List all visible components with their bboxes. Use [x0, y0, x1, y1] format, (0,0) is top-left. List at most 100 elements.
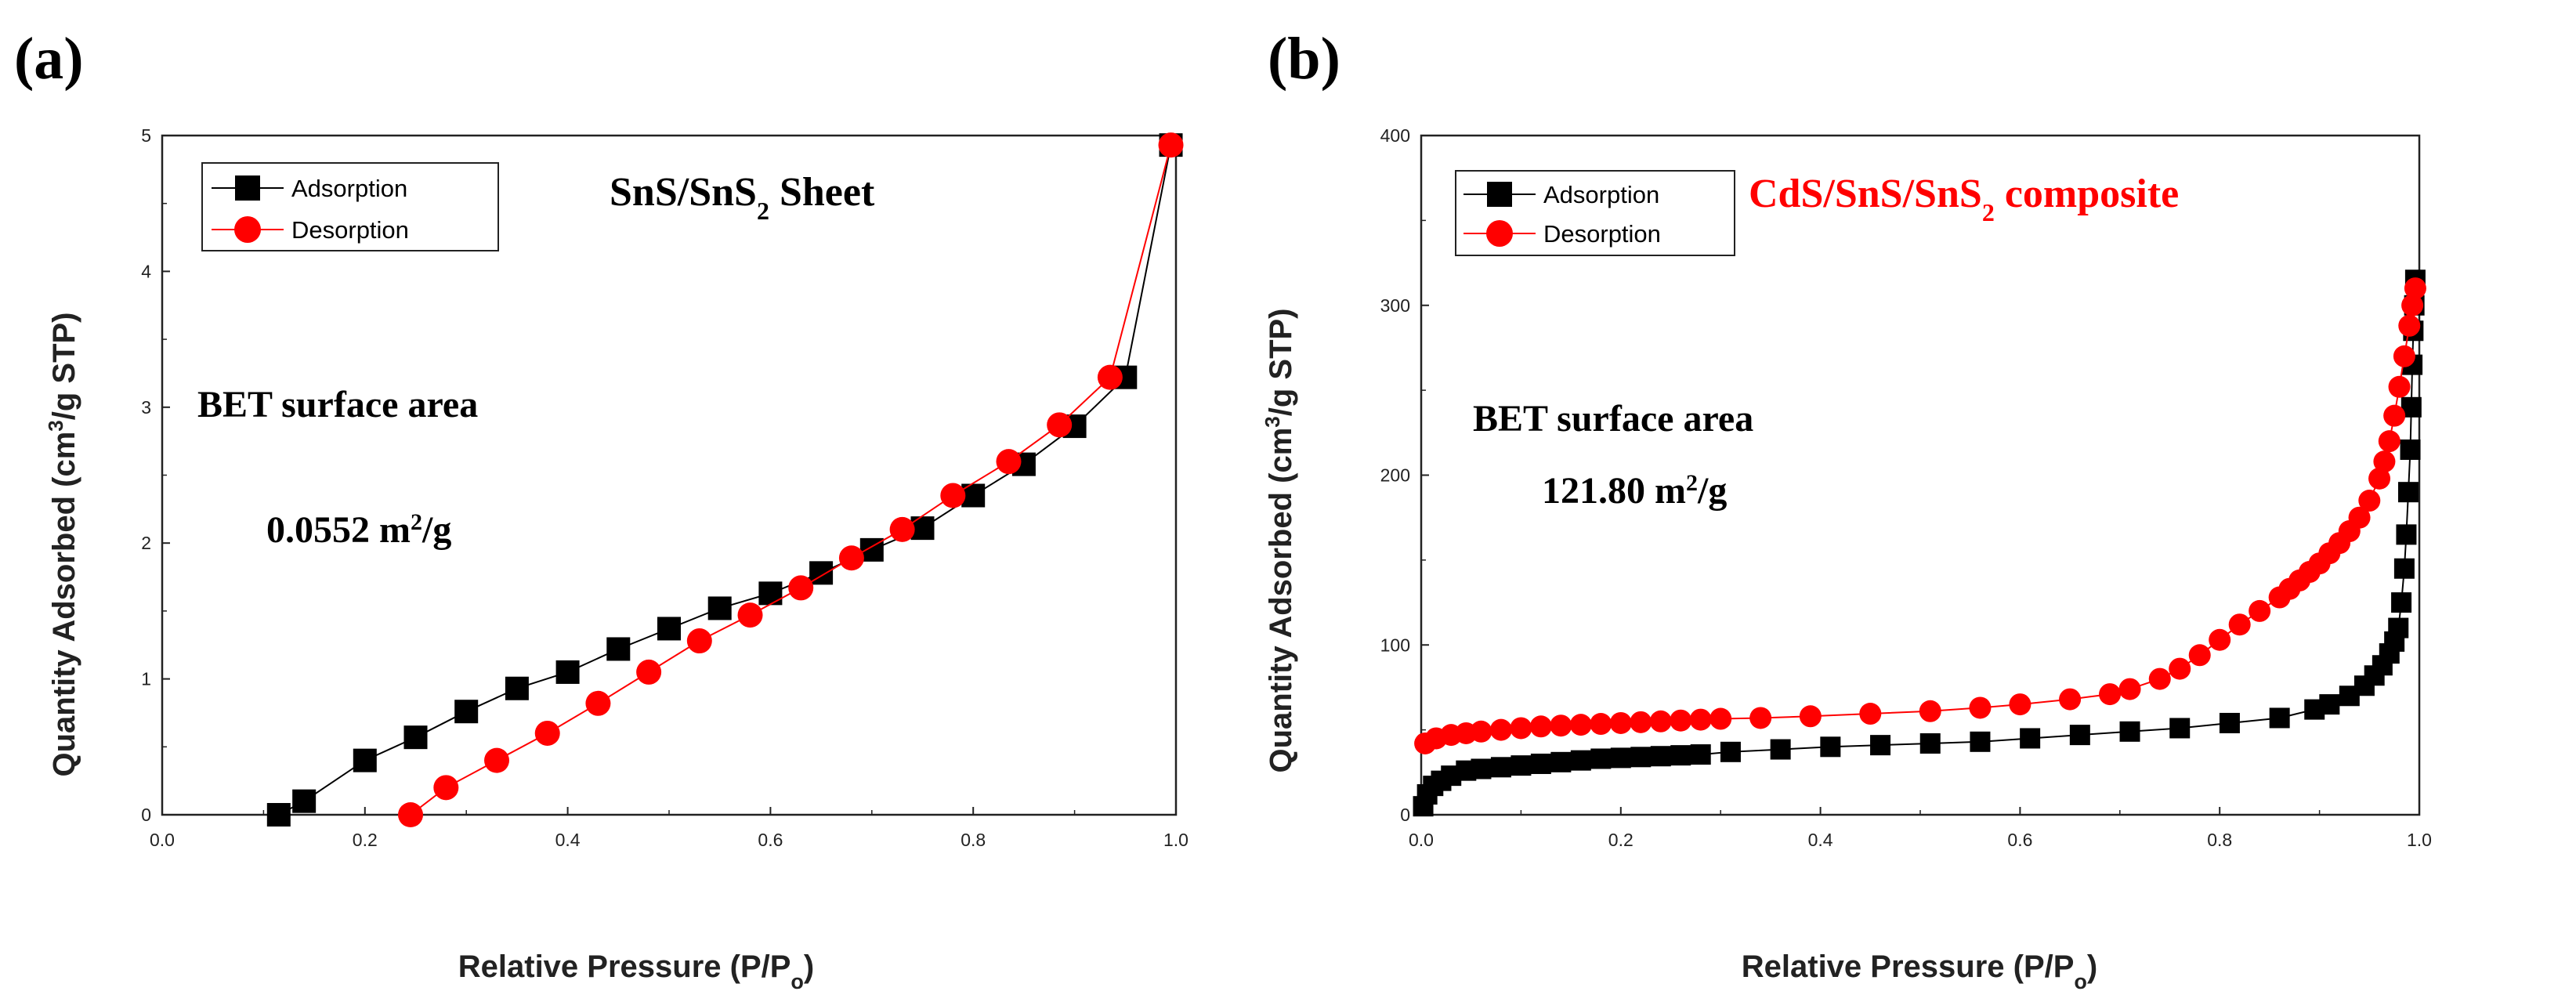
data-point-desorption: [2368, 467, 2391, 490]
data-point-adsorption: [1511, 755, 1532, 776]
data-point-desorption: [889, 516, 915, 542]
legend-label-desorption-a: Desorption: [291, 216, 409, 244]
data-point-desorption: [2388, 375, 2411, 398]
data-point-desorption: [1047, 412, 1073, 438]
data-point-adsorption: [2393, 558, 2415, 579]
data-point-desorption: [996, 449, 1022, 475]
data-point-adsorption: [2388, 617, 2409, 638]
data-point-adsorption: [2269, 707, 2290, 729]
data-point-adsorption: [2069, 725, 2090, 746]
data-point-desorption: [1919, 700, 1941, 722]
data-point-desorption: [1859, 703, 1882, 725]
data-point-desorption: [1969, 696, 1992, 719]
x-tick-label: 0.8: [2207, 830, 2232, 850]
legend-marker-adsorption-a: [235, 175, 260, 201]
x-ticks-a: 0.0 0.2 0.4 0.6 0.8 1.0: [150, 807, 1189, 850]
legend-marker-adsorption-b: [1487, 182, 1512, 207]
series-group-a: [266, 132, 1184, 827]
y-tick-label: 2: [141, 533, 151, 553]
y-tick-label: 300: [1380, 295, 1410, 316]
y-tick-label: 0: [141, 805, 151, 825]
legend-label-desorption-b: Desorption: [1543, 220, 1661, 248]
panel-title-a: SnS/SnS2 Sheet: [610, 170, 875, 225]
y-tick-label: 1: [141, 669, 151, 689]
data-point-desorption: [2148, 667, 2171, 690]
data-point-desorption: [2358, 490, 2381, 512]
legend-a: Adsorption Desorption: [201, 162, 499, 251]
data-point-desorption: [1670, 709, 1692, 732]
legend-label-adsorption-a: Adsorption: [291, 175, 407, 202]
data-point-desorption: [1097, 364, 1123, 390]
data-point-desorption: [1799, 705, 1822, 728]
data-point-adsorption: [707, 596, 732, 620]
legend-label-adsorption-b: Adsorption: [1543, 181, 1659, 208]
data-point-adsorption: [2319, 694, 2340, 715]
data-point-desorption: [1569, 714, 1592, 736]
y-tick-label: 200: [1380, 465, 1410, 486]
data-point-desorption: [2378, 430, 2401, 453]
data-point-adsorption: [555, 660, 580, 684]
data-point-desorption: [2383, 404, 2406, 427]
data-point-adsorption: [1820, 736, 1841, 758]
data-point-desorption: [2348, 506, 2371, 529]
data-point-adsorption: [2219, 712, 2240, 733]
data-point-adsorption: [1970, 731, 1991, 752]
x-axis-title-a: Relative Pressure (P/Po): [458, 950, 815, 993]
panel-b: (b) 0 100 200 300 400 0.0 0.2 0.4 0.6 0.8 1.0 Qua…: [1261, 26, 2432, 993]
data-point-desorption: [686, 628, 712, 654]
data-point-desorption: [1470, 720, 1492, 743]
data-point-desorption: [636, 659, 662, 685]
y-tick-label: 0: [1400, 805, 1410, 825]
data-point-desorption: [1489, 718, 1512, 741]
data-point-desorption: [2228, 613, 2251, 636]
data-point-desorption: [1529, 715, 1552, 738]
data-point-desorption: [2398, 314, 2421, 337]
data-point-adsorption: [1870, 735, 1891, 756]
data-point-desorption: [2009, 693, 2031, 716]
data-point-desorption: [1749, 707, 1772, 729]
data-point-desorption: [1590, 713, 1612, 736]
x-tick-label: 0.2: [353, 830, 378, 850]
data-point-desorption: [2099, 683, 2122, 706]
data-point-adsorption: [2119, 721, 2140, 742]
data-point-adsorption: [606, 637, 631, 661]
data-point-adsorption: [1590, 748, 1612, 769]
data-point-desorption: [737, 602, 763, 628]
y-tick-label: 3: [141, 397, 151, 418]
data-point-adsorption: [1570, 750, 1591, 771]
data-point-adsorption: [1630, 747, 1652, 768]
data-point-adsorption: [403, 725, 428, 750]
data-point-desorption: [1630, 711, 1652, 733]
panel-a: (a) 0 1 2 3 4 5 0.0 0.2 0.4 0.6 0.8 1.0 Quantity A…: [14, 26, 1189, 993]
data-point-adsorption: [2391, 592, 2412, 613]
x-tick-label: 0.0: [1409, 830, 1434, 850]
legend-b: Adsorption Desorption: [1455, 170, 1735, 256]
data-point-desorption: [1550, 714, 1572, 737]
data-point-desorption: [2118, 678, 2141, 700]
panel-label-a: (a): [14, 26, 84, 92]
data-point-desorption: [1689, 708, 1712, 731]
legend-marker-desorption-b: [1486, 220, 1513, 247]
data-point-desorption: [2401, 294, 2424, 317]
x-tick-label: 0.6: [2007, 830, 2032, 850]
data-point-desorption: [1649, 710, 1672, 733]
bet-label-a: BET surface area: [197, 384, 478, 425]
data-point-desorption: [1609, 711, 1632, 734]
data-point-adsorption: [657, 617, 681, 641]
data-point-adsorption: [1530, 753, 1551, 774]
data-point-adsorption: [353, 748, 377, 772]
data-point-desorption: [788, 575, 814, 601]
data-point-adsorption: [2396, 524, 2417, 545]
data-point-desorption: [838, 545, 864, 571]
x-tick-label: 0.4: [1808, 830, 1833, 850]
data-point-adsorption: [2169, 718, 2191, 739]
data-point-desorption: [534, 720, 560, 746]
data-point-desorption: [1158, 132, 1184, 158]
series-line-desorption: [410, 144, 1172, 816]
data-point-adsorption: [2400, 439, 2421, 460]
series-group-b: [1413, 269, 2426, 817]
data-point-adsorption: [505, 676, 529, 700]
x-axis-title-b: Relative Pressure (P/Po): [1742, 950, 2098, 993]
data-point-adsorption: [1670, 745, 1691, 766]
